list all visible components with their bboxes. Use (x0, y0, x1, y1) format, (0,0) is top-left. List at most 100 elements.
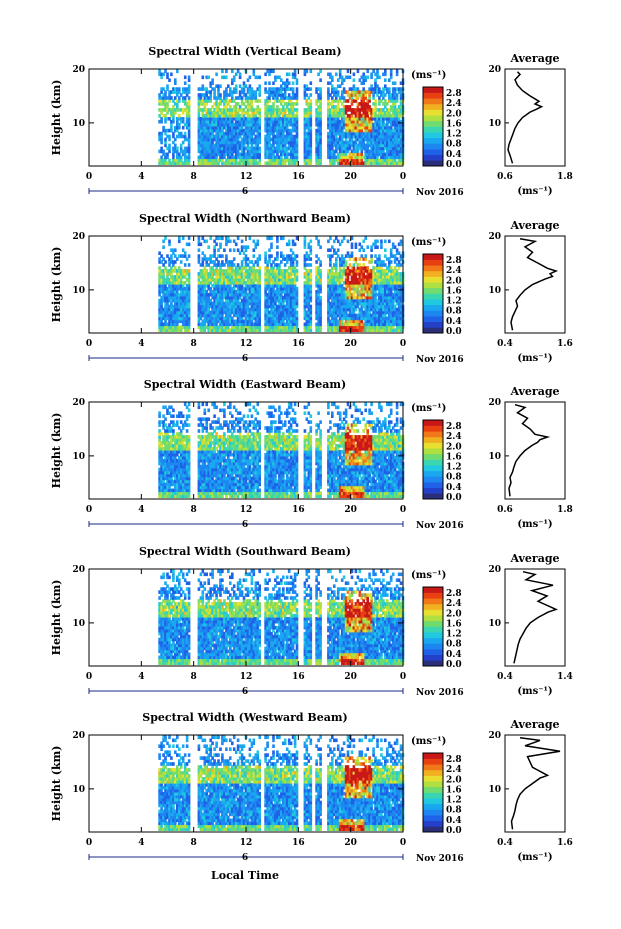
heatmap-cell (223, 105, 226, 109)
heatmap-cell (229, 87, 232, 91)
heatmap-cell (213, 155, 216, 160)
heatmap-cell (174, 128, 177, 133)
heatmap-cell (209, 122, 212, 127)
heatmap-cell (164, 108, 167, 112)
heatmap-cell (199, 117, 203, 121)
heatmap-cell (205, 108, 208, 112)
heatmap-cell (238, 134, 242, 139)
heatmap-cell (248, 149, 252, 154)
heatmap-cell (187, 105, 191, 109)
heatmap-cell (234, 90, 238, 94)
heatmap-cell (250, 137, 254, 142)
heatmap-cell (270, 242, 273, 247)
heatmap-cell (268, 81, 271, 85)
heatmap-cell (205, 96, 208, 100)
heatmap-cell (199, 161, 203, 165)
colorbar-swatch (423, 98, 443, 105)
heatmap-cell (395, 69, 399, 74)
colorbar-swatch (423, 160, 443, 167)
heatmap-cell (162, 158, 165, 163)
heatmap-cell (183, 90, 187, 94)
heatmap-cell (254, 125, 258, 130)
heatmap-cell (266, 146, 269, 151)
heatmap-cell (236, 137, 240, 142)
heatmap-cell (252, 152, 256, 157)
heatmap-cell (201, 99, 205, 103)
heatmap-cell (219, 84, 222, 88)
heatmap-cell (232, 155, 236, 160)
heatmap-cell (309, 69, 313, 74)
heatmap-cell (236, 108, 240, 112)
heatmap-cell (179, 117, 183, 121)
heatmap-cell (266, 96, 269, 100)
heatmap-cell (219, 134, 222, 139)
heatmap-cell (209, 131, 212, 136)
colorbar-tick: 0.4 (446, 150, 462, 160)
heatmap-cell (178, 114, 181, 118)
heatmap-cell (203, 108, 207, 112)
heatmap-cell (246, 78, 250, 82)
heatmap-cell (238, 128, 242, 133)
heatmap-cell (197, 155, 201, 160)
heatmap-cell (309, 257, 313, 261)
heatmap-cell (258, 87, 261, 91)
heatmap-cell (242, 102, 246, 106)
heatmap-cell (242, 122, 246, 127)
heatmap-cell (217, 96, 220, 100)
heatmap-cell (270, 69, 273, 74)
heatmap-cell (244, 125, 248, 130)
heatmap-cell (211, 111, 214, 115)
heatmap-cell (250, 96, 254, 100)
heatmap-cell (183, 137, 187, 142)
heatmap-cell (203, 149, 207, 154)
heatmap-cell (258, 108, 261, 112)
heatmap-cell (203, 140, 207, 145)
heatmap-cell (187, 263, 191, 267)
heatmap-cell (215, 96, 218, 100)
heatmap-cell (197, 96, 201, 100)
heatmap-cell (242, 152, 246, 157)
heatmap-cell (213, 149, 216, 154)
heatmap-cell (211, 149, 214, 154)
heatmap-cell (370, 254, 373, 258)
heatmap-cell (231, 149, 234, 154)
heatmap-cell (209, 128, 212, 133)
heatmap-cell (183, 99, 187, 103)
heatmap-cell (160, 99, 163, 103)
heatmap-cell (254, 119, 258, 124)
heatmap-cell (221, 75, 224, 80)
heatmap-cell (246, 119, 250, 124)
heatmap-cell (229, 161, 232, 165)
heatmap-cell (268, 125, 271, 130)
heatmap-cell (236, 111, 240, 115)
heatmap-cell (221, 158, 224, 163)
heatmap-cell (176, 102, 179, 106)
heatmap-cell (232, 105, 236, 109)
heatmap-cell (246, 125, 250, 130)
heatmap-cell (199, 140, 203, 145)
heatmap-cell (168, 93, 171, 97)
heatmap-cell (225, 137, 228, 142)
heatmap-cell (229, 99, 232, 103)
heatmap-cell (164, 99, 167, 103)
heatmap-cell (256, 134, 260, 139)
heatmap-cell (223, 117, 226, 121)
heatmap-cell (174, 143, 177, 148)
heatmap-cell (266, 111, 269, 115)
heatmap-cell (170, 125, 173, 130)
heatmap-cell (172, 152, 175, 157)
heatmap-cell (270, 137, 273, 142)
heatmap-cell (213, 134, 216, 139)
heatmap-cell (234, 125, 238, 130)
heatmap-cell (215, 149, 218, 154)
heatmap-cell (187, 102, 191, 106)
heatmap-cell (248, 96, 252, 100)
heatmap-cell (158, 108, 161, 112)
heatmap-cell (215, 72, 218, 77)
heatmap-cell (172, 131, 175, 136)
heatmap-cell (229, 93, 232, 97)
heatmap-cell (178, 236, 181, 241)
heatmap-cell (187, 75, 191, 80)
heatmap-cell (197, 137, 201, 142)
heatmap-cell (185, 105, 189, 109)
